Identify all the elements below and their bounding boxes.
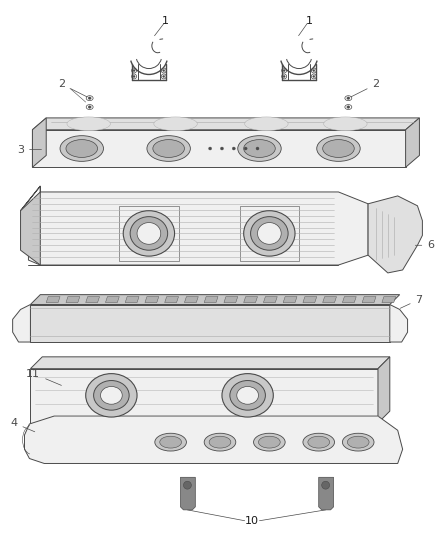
Ellipse shape	[313, 76, 315, 77]
Polygon shape	[406, 118, 420, 167]
Ellipse shape	[133, 76, 135, 77]
Polygon shape	[30, 304, 390, 342]
Polygon shape	[204, 296, 218, 303]
Ellipse shape	[232, 147, 235, 150]
Polygon shape	[30, 369, 378, 423]
Text: 6: 6	[415, 240, 434, 251]
Polygon shape	[106, 296, 119, 303]
Ellipse shape	[283, 76, 285, 77]
Ellipse shape	[86, 374, 137, 417]
Text: 10: 10	[244, 516, 258, 526]
Ellipse shape	[347, 436, 369, 448]
Polygon shape	[32, 118, 420, 130]
Text: 4: 4	[11, 418, 35, 432]
Polygon shape	[25, 416, 403, 464]
Polygon shape	[21, 186, 368, 265]
Ellipse shape	[251, 216, 288, 250]
Polygon shape	[30, 295, 400, 304]
Ellipse shape	[220, 147, 223, 150]
Ellipse shape	[160, 436, 181, 448]
Polygon shape	[303, 296, 317, 303]
Polygon shape	[343, 296, 356, 303]
Polygon shape	[323, 296, 336, 303]
Polygon shape	[368, 196, 422, 273]
Ellipse shape	[258, 223, 281, 244]
Ellipse shape	[254, 433, 285, 451]
Ellipse shape	[209, 436, 231, 448]
Ellipse shape	[88, 106, 91, 108]
Ellipse shape	[137, 223, 161, 244]
Polygon shape	[263, 296, 277, 303]
Ellipse shape	[130, 216, 168, 250]
Ellipse shape	[88, 97, 91, 99]
Polygon shape	[362, 296, 376, 303]
Ellipse shape	[155, 433, 187, 451]
Ellipse shape	[237, 386, 258, 404]
Text: 1: 1	[162, 16, 169, 26]
Ellipse shape	[163, 69, 165, 71]
Ellipse shape	[347, 97, 350, 99]
Polygon shape	[46, 296, 60, 303]
Ellipse shape	[204, 433, 236, 451]
Polygon shape	[224, 296, 238, 303]
Polygon shape	[283, 296, 297, 303]
Polygon shape	[165, 296, 179, 303]
Ellipse shape	[222, 374, 273, 417]
Ellipse shape	[321, 481, 329, 489]
Polygon shape	[180, 477, 195, 510]
Polygon shape	[32, 118, 46, 167]
Polygon shape	[30, 357, 390, 369]
Polygon shape	[378, 357, 390, 423]
Ellipse shape	[153, 140, 184, 157]
Ellipse shape	[244, 147, 247, 150]
Ellipse shape	[67, 117, 110, 131]
Ellipse shape	[343, 433, 374, 451]
Text: 1: 1	[305, 16, 312, 26]
Ellipse shape	[244, 211, 295, 256]
Ellipse shape	[238, 136, 281, 161]
Polygon shape	[32, 130, 406, 167]
Ellipse shape	[244, 140, 275, 157]
Ellipse shape	[347, 106, 350, 108]
Ellipse shape	[66, 140, 98, 157]
Ellipse shape	[230, 381, 265, 410]
Ellipse shape	[317, 136, 360, 161]
Ellipse shape	[123, 211, 175, 256]
Ellipse shape	[303, 433, 335, 451]
Ellipse shape	[308, 436, 329, 448]
Ellipse shape	[324, 117, 367, 131]
Polygon shape	[390, 304, 408, 342]
Polygon shape	[244, 296, 258, 303]
Ellipse shape	[313, 69, 315, 71]
Ellipse shape	[283, 69, 285, 71]
Ellipse shape	[133, 69, 135, 71]
Polygon shape	[13, 304, 30, 342]
Ellipse shape	[245, 117, 288, 131]
Polygon shape	[184, 296, 198, 303]
Text: 2: 2	[58, 79, 87, 97]
Ellipse shape	[208, 147, 212, 150]
Text: 2: 2	[351, 79, 380, 97]
Polygon shape	[21, 192, 40, 265]
Ellipse shape	[101, 386, 122, 404]
Ellipse shape	[323, 140, 354, 157]
Text: 7: 7	[400, 295, 423, 308]
Ellipse shape	[147, 136, 191, 161]
Polygon shape	[66, 296, 80, 303]
Ellipse shape	[154, 117, 197, 131]
Polygon shape	[86, 296, 99, 303]
Ellipse shape	[184, 481, 191, 489]
Text: 11: 11	[26, 369, 61, 385]
Ellipse shape	[258, 436, 280, 448]
Ellipse shape	[94, 381, 129, 410]
Ellipse shape	[163, 76, 165, 77]
Ellipse shape	[60, 136, 103, 161]
Text: 3: 3	[17, 144, 42, 155]
Polygon shape	[319, 477, 333, 510]
Ellipse shape	[256, 147, 259, 150]
Polygon shape	[145, 296, 159, 303]
Polygon shape	[382, 296, 396, 303]
Polygon shape	[125, 296, 139, 303]
